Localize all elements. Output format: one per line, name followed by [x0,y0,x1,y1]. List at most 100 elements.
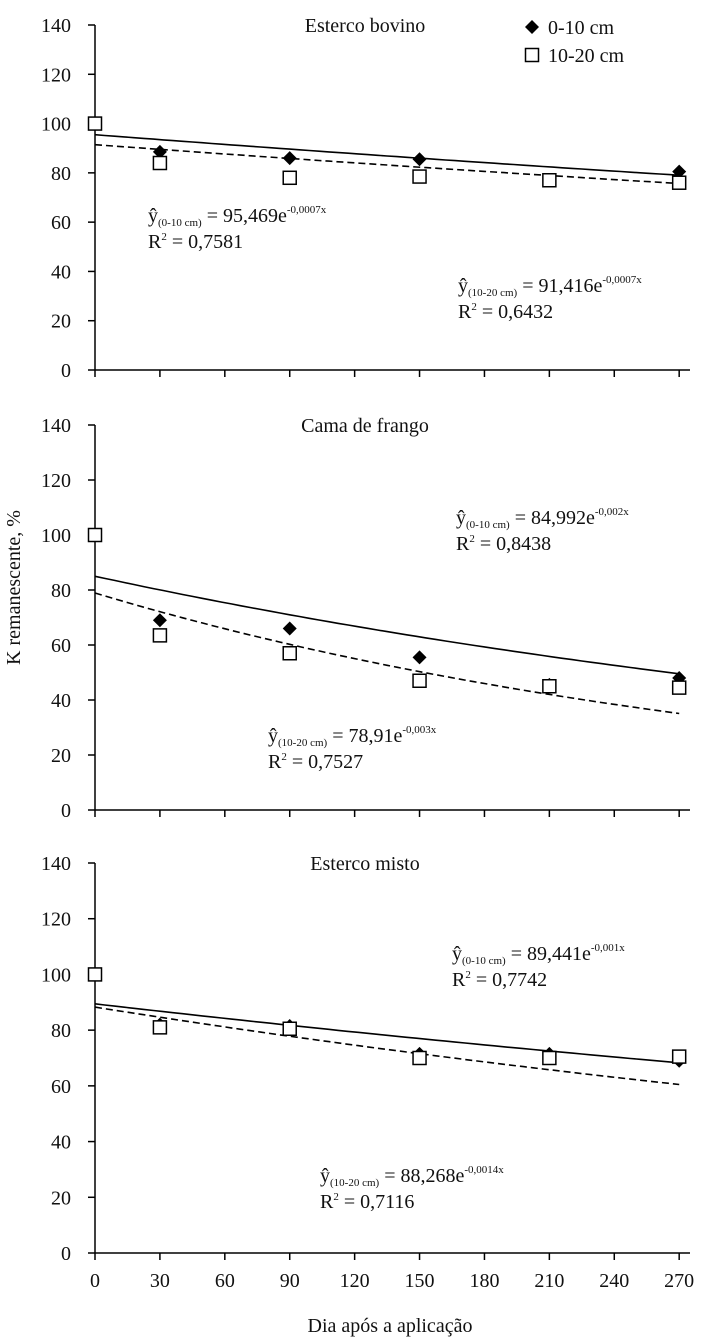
diamond-point [412,152,427,167]
fit-curve [94,1003,680,1064]
eq-text: = 91,416e [517,275,602,297]
square-point [542,1050,557,1066]
eq-subscript: (0-10 cm) [466,519,510,531]
panel-title: Esterco misto [310,853,419,875]
y-tick-label: 120 [41,909,71,931]
y-tick-label: 40 [51,261,71,283]
y-tick-label: 40 [51,1132,71,1154]
y-tick-label: 80 [51,1020,71,1042]
square-point [152,1020,168,1035]
equation: ŷ(0-10 cm) = 95,469e-0,0007x [148,204,327,229]
y-tick-label: 60 [51,1076,71,1098]
square-point [671,175,687,190]
x-tick-label: 180 [469,1270,499,1292]
y-tick-label: 100 [41,964,71,986]
r2-text: = 0,6432 [477,301,553,323]
y-tick-label: 140 [41,853,71,875]
eq-subscript: (0-10 cm) [462,955,506,967]
square-point [412,673,427,688]
x-tick-label: 90 [280,1270,300,1292]
equation: ŷ(10-20 cm) = 88,268e-0,0014x [320,1164,504,1189]
y-tick-label: 60 [51,635,71,657]
r2-text: = 0,7742 [471,969,547,991]
equation: ŷ(0-10 cm) = 89,441e-0,001x [452,942,625,967]
r2-symbol: R [148,231,162,253]
square-point [542,173,557,188]
fit-curve [94,575,680,675]
square-point [152,628,168,643]
legend-item: 10-20 cm [524,45,625,67]
y-tick-label: 20 [51,745,71,767]
y-axis-label: K remanescente, % [3,510,25,665]
legend-marker [525,20,539,34]
x-tick-label: 60 [215,1270,235,1292]
r2-text: = 0,7116 [339,1191,415,1213]
x-tick-label: 30 [150,1270,170,1292]
eq-superscript: -0,003x [402,724,436,736]
y-tick-label: 0 [61,800,71,822]
y-tick-label: 40 [51,690,71,712]
r2-power: 2 [465,969,471,981]
panel-title: Cama de frango [301,415,429,437]
y-tick-label: 0 [61,360,71,382]
eq-symbol: ŷ [148,205,158,227]
square-point [671,1049,687,1064]
x-tick-label: 210 [534,1270,564,1292]
y-tick-label: 100 [41,525,71,547]
r2-symbol: R [456,533,470,555]
x-tick-label: 240 [599,1270,629,1292]
diamond-point [152,144,167,159]
diamond-point [282,621,297,636]
r-squared: R2 = 0,8438 [456,533,551,555]
legend-label: 0-10 cm [548,17,615,39]
eq-subscript: (10-20 cm) [330,1177,380,1189]
legend-marker [524,47,540,63]
equation: ŷ(10-20 cm) = 91,416e-0,0007x [458,274,642,299]
r2-power: 2 [333,1191,339,1203]
x-tick-label: 150 [405,1270,435,1292]
eq-symbol: ŷ [456,507,466,529]
r2-symbol: R [452,969,466,991]
r2-power: 2 [161,231,167,243]
eq-subscript: (0-10 cm) [158,217,202,229]
r-squared: R2 = 0,7581 [148,231,243,253]
legend-item: 0-10 cm [525,17,615,39]
fit-curve [94,143,680,185]
square-point [412,1050,427,1066]
diamond-point [672,164,687,179]
diamond-point [282,151,297,166]
y-tick-label: 80 [51,163,71,185]
r2-text: = 0,7527 [287,751,363,773]
fit-curve [94,133,680,177]
eq-subscript: (10-20 cm) [278,737,328,749]
panel-title: Esterco bovino [305,15,426,37]
r2-power: 2 [281,751,287,763]
eq-superscript: -0,002x [595,506,629,518]
eq-text: = 95,469e [202,205,287,227]
equation: ŷ(10-20 cm) = 78,91e-0,003x [268,724,437,749]
r2-text: = 0,8438 [475,533,551,555]
eq-superscript: -0,001x [591,942,625,954]
eq-superscript: -0,0007x [287,204,327,216]
r2-power: 2 [469,533,475,545]
square-point [87,116,103,131]
r2-power: 2 [471,301,477,313]
square-point [87,527,103,543]
square-point [282,1021,297,1036]
y-tick-label: 140 [41,415,71,437]
fit-curve [94,592,680,715]
y-tick-label: 20 [51,311,71,333]
square-point [87,967,103,982]
diamond-point [152,613,167,628]
r-squared: R2 = 0,7116 [320,1191,414,1213]
x-axis-label: Dia após a aplicação [308,1315,473,1337]
eq-superscript: -0,0014x [464,1164,504,1176]
legend-label: 10-20 cm [548,45,625,67]
eq-subscript: (10-20 cm) [468,287,518,299]
square-point [152,155,168,171]
y-tick-label: 140 [41,15,71,37]
r2-text: = 0,7581 [167,231,243,253]
r-squared: R2 = 0,7742 [452,969,547,991]
x-tick-label: 270 [664,1270,694,1292]
